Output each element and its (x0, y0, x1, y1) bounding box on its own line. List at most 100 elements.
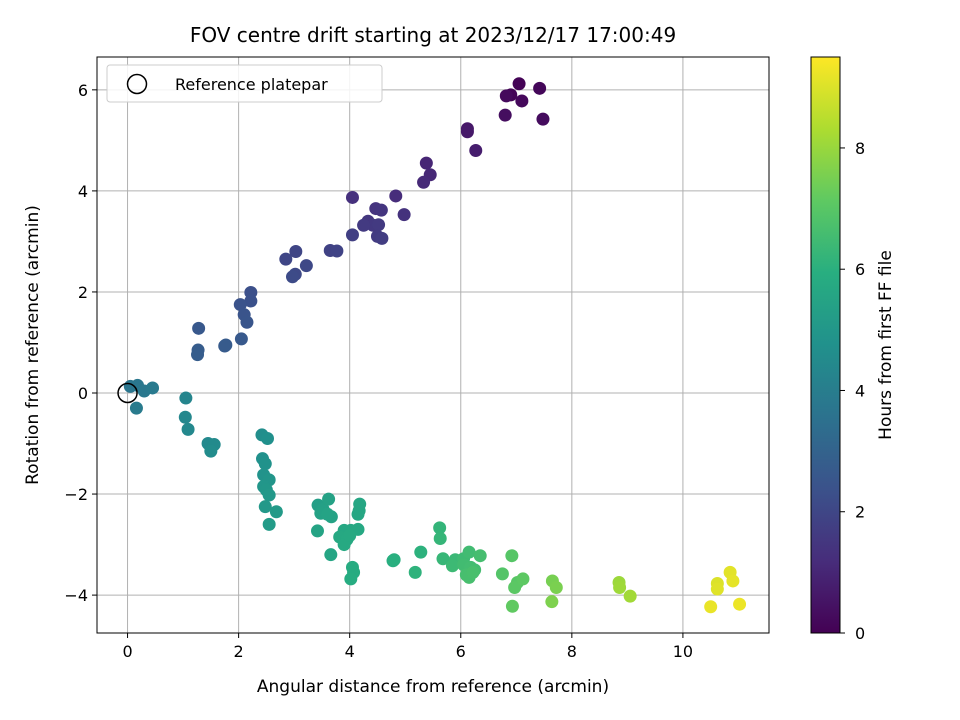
data-point (344, 572, 358, 586)
data-point (387, 553, 401, 567)
data-point (181, 422, 195, 436)
data-point (269, 505, 283, 519)
data-point (258, 457, 272, 471)
x-tick-label: 10 (673, 642, 693, 661)
legend: Reference platepar (106, 64, 383, 103)
data-point (613, 581, 627, 595)
data-point (436, 552, 450, 566)
data-point (433, 532, 447, 546)
data-point (508, 581, 522, 595)
data-point (512, 77, 526, 91)
data-point (351, 507, 365, 521)
data-point (320, 507, 334, 521)
colorbar-tick-label: 2 (855, 503, 865, 522)
chart-title: FOV centre drift starting at 2023/12/17 … (190, 23, 676, 47)
data-point (285, 270, 299, 284)
colorbar-tick-label: 4 (855, 381, 865, 400)
x-tick-label: 4 (345, 642, 355, 661)
y-tick-label: 6 (78, 81, 88, 100)
data-point (516, 572, 530, 586)
data-point (704, 600, 718, 614)
data-point (262, 488, 276, 502)
data-point (179, 391, 193, 405)
x-tick-label: 2 (234, 642, 244, 661)
colorbar-ticks: 0 2 4 6 8 (840, 139, 865, 643)
data-point (733, 597, 747, 611)
data-point (374, 203, 388, 217)
x-tick-label: 8 (567, 642, 577, 661)
x-tick-label: 0 (122, 642, 132, 661)
data-point (178, 410, 192, 424)
data-point (726, 574, 740, 588)
data-point (146, 381, 160, 395)
data-point (536, 112, 550, 126)
colorbar: 0 2 4 6 8 Hours from first FF file (810, 56, 896, 643)
data-point (495, 567, 509, 581)
colorbar-label: Hours from first FF file (876, 250, 896, 440)
data-points (117, 77, 747, 614)
data-point (240, 315, 254, 329)
legend-box (106, 64, 383, 103)
plot-frame (96, 56, 770, 634)
colorbar-tick-label: 0 (855, 624, 865, 643)
data-point (129, 401, 143, 415)
data-point (549, 581, 563, 595)
data-point (515, 94, 529, 108)
data-point (343, 528, 357, 542)
colorbar-gradient (810, 56, 841, 634)
data-point (310, 524, 324, 538)
data-point (279, 252, 293, 266)
data-point (289, 245, 303, 259)
legend-open-circle-icon (126, 73, 148, 95)
data-point (375, 231, 389, 245)
data-point (234, 332, 248, 346)
data-point (623, 589, 637, 603)
data-point (445, 559, 459, 573)
data-point (462, 545, 476, 559)
data-point (417, 175, 431, 189)
y-tick-label: −4 (64, 586, 88, 605)
data-point (419, 156, 433, 170)
data-point (324, 548, 338, 562)
y-tick-label: 2 (78, 283, 88, 302)
data-point (244, 294, 258, 308)
colorbar-tick-label: 8 (855, 139, 865, 158)
data-point (433, 521, 447, 535)
x-tick-label: 6 (456, 642, 466, 661)
y-tick-label: 0 (78, 384, 88, 403)
y-tick-label: −2 (64, 485, 88, 504)
data-point (710, 582, 724, 596)
data-point (233, 298, 247, 312)
x-axis-label: Angular distance from reference (arcmin) (257, 677, 609, 697)
data-point (218, 339, 232, 353)
data-point (389, 189, 403, 203)
plot-background (97, 57, 769, 633)
data-point (498, 108, 512, 122)
data-point (322, 492, 336, 506)
grid (97, 57, 769, 633)
colorbar-tick-label: 6 (855, 260, 865, 279)
data-point (204, 444, 218, 458)
data-point (345, 228, 359, 242)
plot-area: 0 2 4 6 8 10 −4 −2 0 2 4 6 (64, 56, 770, 661)
data-point (469, 143, 483, 157)
data-point (330, 244, 344, 258)
x-axis-ticks: 0 2 4 6 8 10 (122, 633, 693, 661)
data-point (345, 190, 359, 204)
reference-platepar-marker (117, 382, 138, 404)
data-point (408, 565, 422, 579)
data-point (260, 431, 274, 445)
data-point (372, 218, 386, 232)
data-point (262, 517, 276, 531)
data-point (505, 599, 519, 613)
data-point (499, 89, 513, 103)
data-point (473, 549, 487, 563)
data-point (357, 218, 371, 232)
y-axis-label: Rotation from reference (arcmin) (23, 205, 43, 485)
data-point (191, 348, 205, 362)
data-point (466, 565, 480, 579)
data-point (460, 125, 474, 139)
legend-entry-label: Reference platepar (175, 75, 328, 94)
data-point (258, 500, 272, 514)
